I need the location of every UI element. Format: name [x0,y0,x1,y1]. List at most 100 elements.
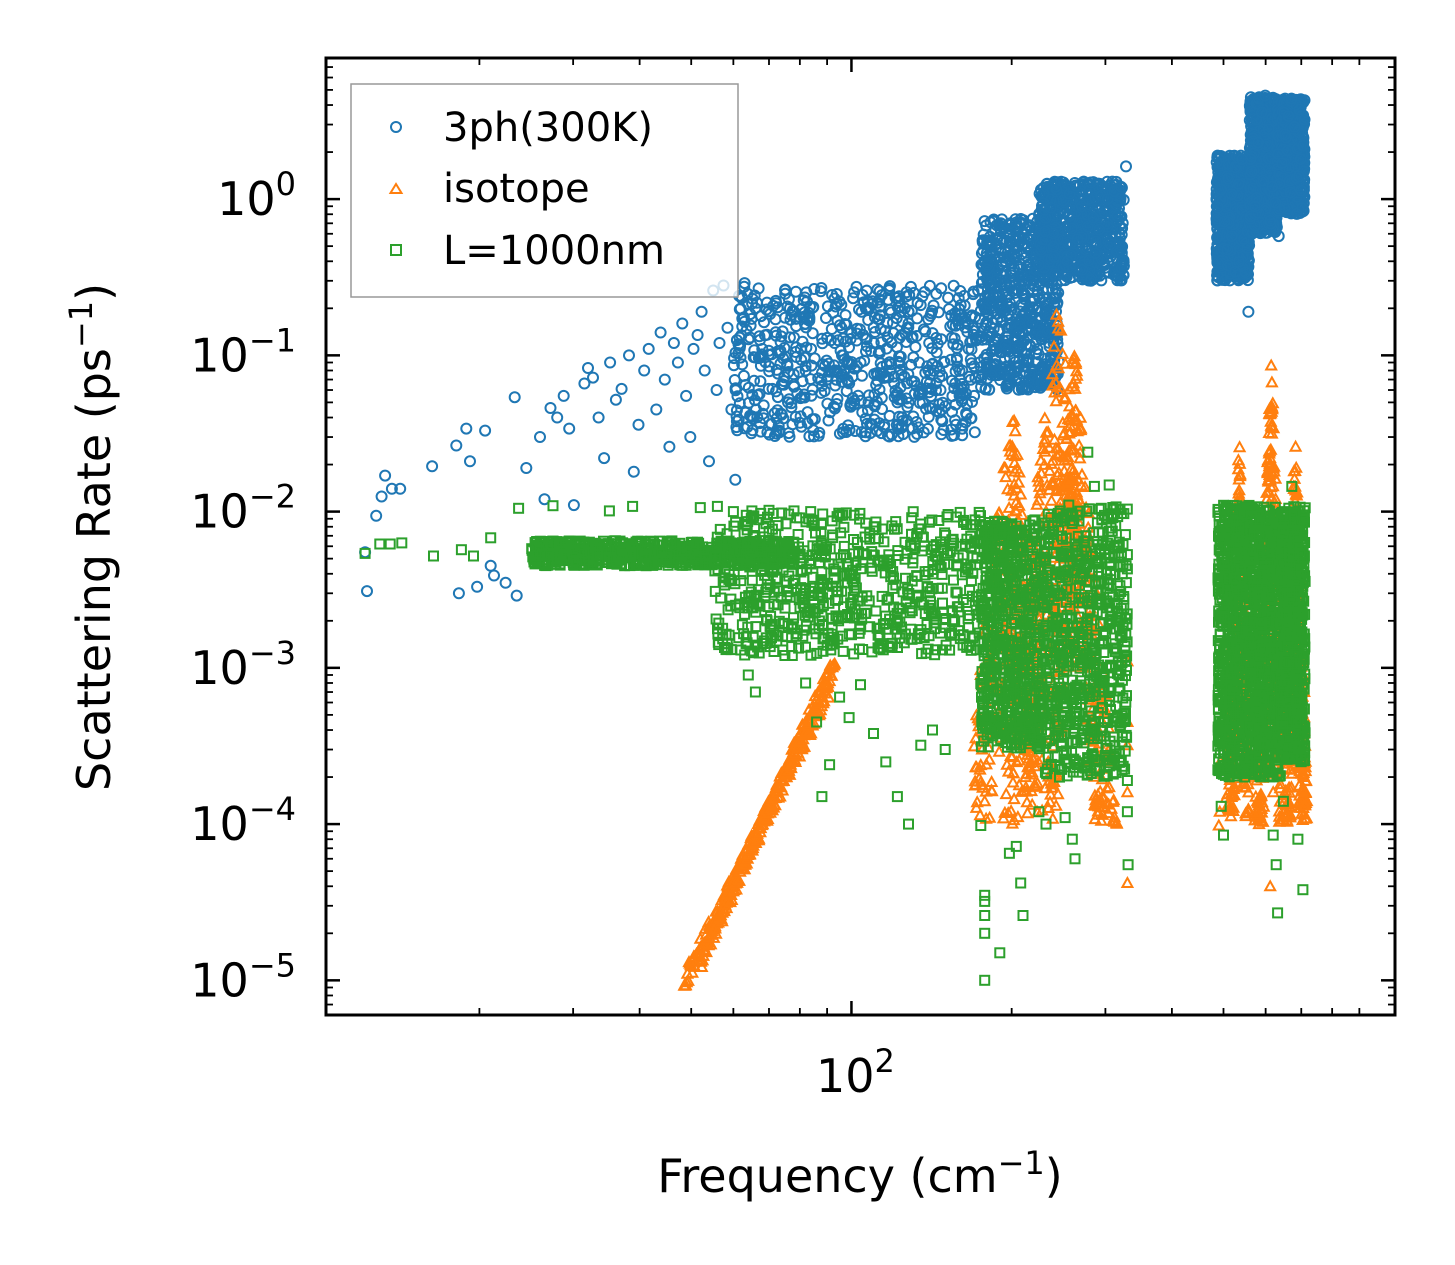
dense-point-3ph [768,407,781,420]
dense-point-3ph [876,403,888,415]
data-point-3ph [729,473,742,486]
data-point-3ph [687,342,700,355]
dense-point-3ph [774,335,787,348]
dense-point-3ph [875,391,888,404]
dense-point-3ph [754,375,767,388]
dense-point-3ph [744,319,757,332]
data-point-3ph [680,389,693,402]
dense-point-3ph [805,389,818,402]
dense-point-3ph [895,368,908,381]
dense-point-3ph [911,312,924,325]
data-point-3ph [488,569,500,582]
dense-point-3ph [908,387,921,400]
data-series [359,89,1314,991]
data-point-3ph [479,424,492,437]
data-point-3ph [1242,305,1255,318]
dense-point-3ph [969,371,982,384]
dense-point-3ph [968,426,981,439]
dense-point-3ph [922,410,935,423]
dense-point-3ph [801,406,814,419]
data-point-3ph [650,403,663,416]
dense-point-isotope [1008,424,1022,437]
data-point-3ph [499,576,512,589]
dense-point-3ph [795,353,808,366]
dense-point-3ph [922,364,935,377]
dense-point-3ph [914,299,927,312]
dense-point-isotope [1014,487,1028,500]
data-point-3ph [638,364,651,377]
data-point-3ph [379,469,392,482]
data-point-3ph [567,499,580,512]
dense-point-3ph [850,280,863,293]
dense-point-3ph [806,301,819,314]
dense-point-3ph [731,424,744,437]
dense-point-3ph [779,283,792,296]
dense-point-3ph [820,312,832,324]
data-point-3ph [691,329,704,341]
dense-point-3ph [939,400,952,413]
dense-point-3ph [752,282,765,295]
dense-point-3ph [746,389,759,401]
dense-point-3ph [742,333,755,346]
data-point-3ph [615,382,628,395]
dense-point-3ph [911,427,924,440]
dense-point-3ph [942,291,955,304]
data-point-3ph [592,411,605,424]
data-point-3ph [1120,160,1132,173]
data-point-3ph [508,391,521,404]
dense-point-3ph [816,337,829,350]
dense-point-3ph [839,335,852,348]
dense-point-3ph [791,387,804,400]
dense-point-isotope [999,470,1013,483]
dense-point-3ph [947,279,960,292]
dense-point-3ph [828,292,841,305]
dense-point-3ph [871,374,884,387]
dense-point-3ph [917,323,930,336]
dense-point-3ph [806,327,819,340]
dense-point-3ph [873,293,886,306]
dense-point-3ph [772,419,785,432]
dense-point-3ph [771,404,784,417]
data-point-3ph [604,356,617,369]
data-point-3ph [684,431,697,443]
dense-point-3ph [947,338,960,351]
data-point-3ph [627,465,640,478]
data-point-3ph [551,411,564,424]
data-point-3ph [713,337,726,349]
dense-point-isotope [999,787,1013,800]
dense-point-3ph [891,291,904,304]
data-point-3ph [426,460,439,473]
dense-point-3ph [898,302,911,315]
dense-point-3ph [779,287,792,300]
dense-point-3ph [840,385,853,398]
dense-point-3ph [816,332,829,345]
dense-point-3ph [919,366,932,379]
dense-point-3ph [835,375,848,388]
dense-point-3ph [903,288,916,301]
dense-point-isotope [1020,795,1034,808]
dense-point-3ph [728,352,741,365]
data-point-3ph [563,422,576,435]
dense-point-3ph [885,306,898,319]
data-point-3ph [557,389,570,402]
data-point-3ph [632,418,645,431]
dense-point-3ph [868,388,881,401]
dense-point-3ph [907,410,920,423]
data-point-3ph [609,393,622,406]
dense-point-3ph [821,300,834,313]
data-point-3ph [721,321,734,334]
dense-point-3ph [930,346,943,359]
data-point-3ph [534,431,546,443]
dense-point-isotope [1038,411,1052,424]
dense-point-3ph [786,304,799,317]
dense-point-3ph [727,359,740,372]
dense-point-3ph [783,430,796,443]
data-point-3ph [450,439,463,452]
series-3ph [359,89,1311,602]
data-point-3ph [654,326,667,339]
dense-point-3ph [814,285,827,298]
dense-point-3ph [758,316,770,329]
dense-point-3ph [921,422,934,435]
data-point-3ph [663,440,676,453]
